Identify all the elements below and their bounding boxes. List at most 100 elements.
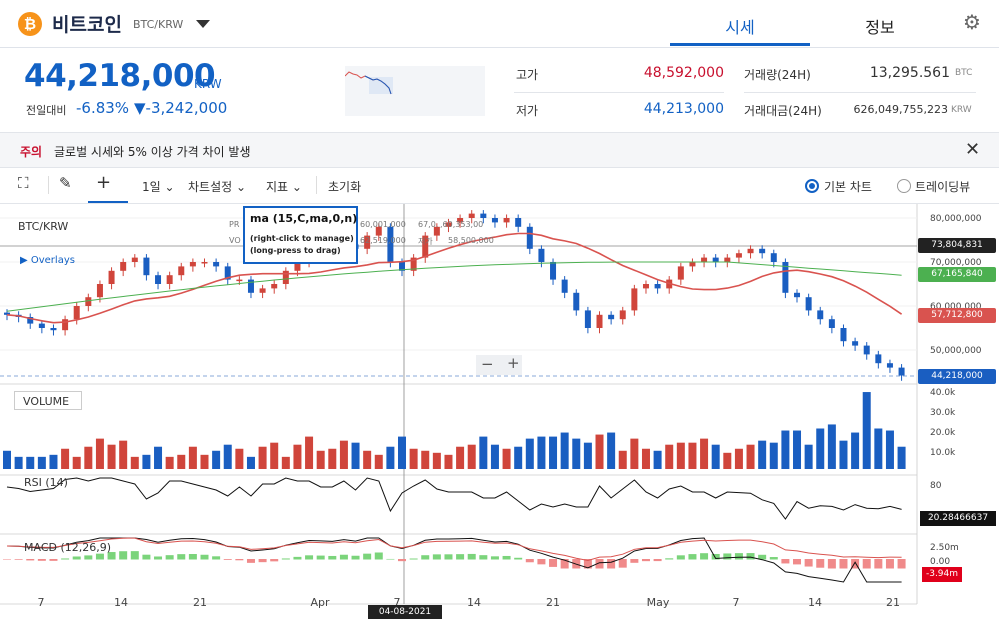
macd-bar: [339, 554, 348, 560]
close-icon[interactable]: ✕: [965, 139, 981, 160]
candle-body: [247, 279, 254, 293]
zoom-in-button[interactable]: +: [507, 354, 520, 372]
macd-bar: [804, 559, 813, 567]
gear-icon[interactable]: ⚙: [963, 10, 981, 34]
volume-bar: [200, 454, 209, 469]
pencil-icon[interactable]: ✎: [59, 174, 72, 192]
macd-bar: [816, 559, 825, 568]
macd-bar: [676, 555, 685, 560]
candle-body: [875, 354, 882, 364]
volume-bar: [212, 450, 221, 469]
volume-bar: [398, 436, 407, 469]
macd-bar: [490, 556, 499, 560]
amount24-unit: KRW: [951, 105, 972, 115]
crosshair-date: 04-08-2021: [368, 605, 442, 619]
radio-tradingview[interactable]: [897, 179, 911, 193]
ohlc-low-label: 저가: [418, 237, 433, 246]
candle-body: [480, 213, 487, 218]
volume-bar: [490, 444, 499, 469]
volume24-unit: BTC: [955, 68, 973, 78]
overlays-toggle[interactable]: ▶ Overlays: [20, 255, 75, 266]
candle-body: [608, 314, 615, 320]
candles: [4, 210, 905, 381]
volume-bar: [258, 446, 267, 469]
price-chart[interactable]: 80,000,000 70,000,000 60,000,000 50,000,000…: [0, 204, 999, 621]
volume-bar: [270, 442, 279, 469]
volume-tick-label: 40.0k: [930, 388, 956, 398]
radio-basic-chart[interactable]: [805, 179, 819, 193]
volume-bar: [537, 436, 546, 469]
macd-bar: [432, 554, 441, 560]
macd-bar: [409, 558, 418, 560]
ma-tooltip[interactable]: [243, 206, 358, 264]
ohlc-open: 60,001,000: [360, 220, 406, 229]
volume-bar: [305, 436, 314, 469]
volume-bar: [851, 432, 860, 469]
price-tick-label: 60,000,000: [930, 302, 982, 312]
sparkline-down: [364, 75, 392, 95]
stat-divider: [514, 92, 724, 93]
chevron-down-icon[interactable]: [196, 20, 210, 28]
candle-body: [538, 248, 545, 262]
macd-bar: [305, 555, 314, 560]
macd-panel-label: MACD (12,26,9): [24, 541, 112, 554]
candle-body: [735, 253, 742, 258]
macd-bar: [316, 555, 325, 560]
ohlc-high: ,60,353,00: [440, 220, 484, 229]
macd-bar: [95, 553, 104, 560]
macd-bar: [851, 559, 860, 569]
zoom-controls: [476, 355, 522, 375]
zoom-out-button[interactable]: −: [481, 355, 494, 373]
volume-bar: [769, 442, 778, 469]
price-unit: KRW: [194, 77, 222, 91]
volume-bar: [142, 454, 151, 469]
macd-bar: [793, 559, 802, 565]
change-label: 전일대비: [26, 104, 67, 117]
volume-bar: [61, 448, 70, 469]
candle-body: [38, 323, 45, 328]
macd-bar: [758, 554, 767, 560]
crosshair-icon[interactable]: +: [96, 172, 112, 193]
volume-bar: [386, 446, 395, 469]
volume-bar: [49, 454, 58, 469]
chart-settings-menu[interactable]: 차트설정 ⌄: [188, 180, 247, 194]
volume-bar: [107, 444, 116, 469]
macd-bar: [560, 559, 569, 569]
amount24-label: 거래대금(24H): [744, 104, 822, 118]
tab-quote[interactable]: 시세: [670, 14, 810, 46]
coin-pair: BTC/KRW: [133, 18, 184, 31]
tab-info[interactable]: 정보: [865, 18, 895, 37]
volume-bar: [560, 432, 569, 469]
high-line-badge: 73,804,831: [918, 238, 996, 253]
macd-bar: [49, 559, 58, 561]
ma-green-badge: 67,165,840: [918, 267, 996, 282]
volume-bars: [3, 392, 906, 469]
volume-bar: [641, 448, 650, 469]
volume-bar: [363, 450, 372, 469]
indicator-menu[interactable]: 지표 ⌄: [266, 180, 302, 194]
volume-bar: [653, 450, 662, 469]
candle-body: [236, 279, 243, 282]
candle-body: [189, 262, 196, 267]
macd-bar: [188, 554, 197, 560]
candle-body: [422, 235, 429, 258]
volume-panel-label: VOLUME: [14, 391, 82, 410]
candle-body: [491, 218, 498, 223]
volume-bar: [583, 442, 592, 469]
volume-bar: [14, 456, 23, 469]
fullscreen-icon[interactable]: ⛶: [18, 174, 29, 192]
interval-select[interactable]: 1일 ⌄: [142, 180, 175, 194]
macd-bar: [723, 553, 732, 560]
volume-bar: [514, 446, 523, 469]
candle-body: [433, 226, 440, 236]
volume-bar: [3, 450, 11, 469]
candle-body: [817, 310, 824, 320]
volume-bar: [862, 392, 871, 469]
volume-bar: [281, 456, 290, 469]
volume-bar: [235, 448, 244, 469]
bitcoin-logo-icon: ₿: [18, 12, 42, 36]
macd-bar: [398, 559, 407, 562]
price-tick-label: 80,000,000: [930, 214, 982, 224]
candle-body: [840, 328, 847, 342]
reset-button[interactable]: 초기화: [328, 180, 362, 194]
